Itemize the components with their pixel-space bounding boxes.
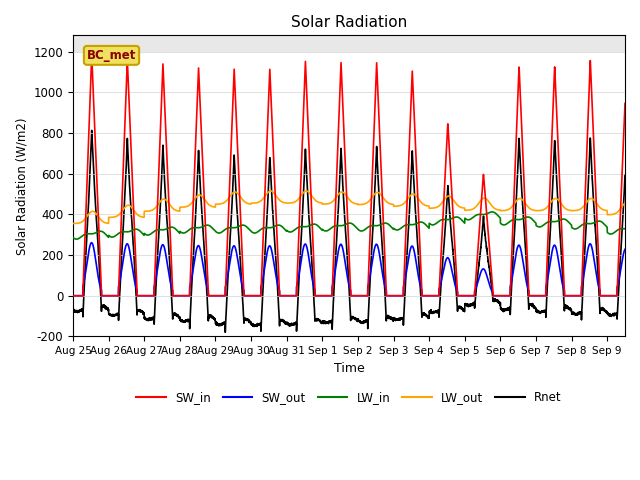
LW_out <box>236 192 243 198</box>
LW_in <box>488 209 496 215</box>
LW_in <box>236 223 243 229</box>
Rnet <box>111 312 119 318</box>
Rnet <box>573 311 581 317</box>
SW_out <box>522 279 530 285</box>
LW_in <box>523 214 531 220</box>
Rnet <box>216 321 223 327</box>
SW_in <box>69 293 77 299</box>
Rnet <box>236 244 243 250</box>
LW_out <box>69 221 77 227</box>
SW_out <box>216 293 223 299</box>
Line: LW_in: LW_in <box>73 212 625 239</box>
LW_in <box>69 235 77 240</box>
Bar <box>73 133 625 174</box>
Title: Solar Radiation: Solar Radiation <box>291 15 407 30</box>
Rnet <box>88 128 95 133</box>
X-axis label: Time: Time <box>333 362 364 375</box>
LW_out <box>111 214 118 220</box>
LW_out <box>215 201 223 207</box>
Bar <box>73 296 625 336</box>
LW_in <box>73 236 81 242</box>
Line: LW_out: LW_out <box>73 191 625 224</box>
SW_in <box>236 184 243 190</box>
Rnet <box>621 172 629 178</box>
LW_in <box>111 233 119 239</box>
SW_in <box>465 293 472 299</box>
LW_in <box>573 226 581 231</box>
Bar <box>73 215 625 255</box>
SW_out <box>465 293 472 299</box>
LW_out <box>522 202 530 207</box>
Text: BC_met: BC_met <box>87 49 136 62</box>
Line: Rnet: Rnet <box>73 131 625 332</box>
SW_in <box>522 233 530 239</box>
Bar <box>73 255 625 296</box>
SW_out <box>573 293 580 299</box>
LW_in <box>621 226 629 232</box>
LW_out <box>621 200 629 206</box>
SW_in <box>621 101 629 107</box>
SW_out <box>236 267 243 273</box>
SW_in <box>573 293 580 299</box>
LW_in <box>216 230 223 236</box>
SW_out <box>69 293 77 299</box>
SW_out <box>621 246 629 252</box>
SW_in <box>88 52 95 58</box>
SW_in <box>111 293 119 299</box>
LW_out <box>573 207 580 213</box>
Y-axis label: Solar Radiation (W/m2): Solar Radiation (W/m2) <box>15 117 28 254</box>
LW_out <box>303 188 310 194</box>
Rnet <box>69 307 77 312</box>
SW_in <box>216 293 223 299</box>
Bar <box>73 92 625 133</box>
LW_out <box>465 207 472 213</box>
Line: SW_in: SW_in <box>73 55 625 296</box>
SW_out <box>111 293 119 299</box>
Bar <box>73 52 625 92</box>
Legend: SW_in, SW_out, LW_in, LW_out, Rnet: SW_in, SW_out, LW_in, LW_out, Rnet <box>131 386 566 409</box>
Line: SW_out: SW_out <box>73 243 625 296</box>
Bar <box>73 174 625 215</box>
SW_out <box>88 240 95 246</box>
Rnet <box>221 329 229 335</box>
LW_in <box>465 217 472 223</box>
Rnet <box>523 261 531 267</box>
Rnet <box>465 302 472 308</box>
